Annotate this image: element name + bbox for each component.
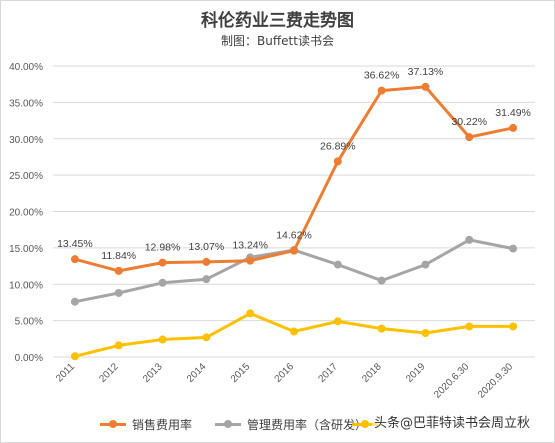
data-point[interactable]: [509, 123, 518, 132]
data-point[interactable]: [290, 327, 298, 336]
data-point[interactable]: [333, 157, 342, 166]
legend-item-finance[interactable]: [352, 414, 384, 434]
data-point[interactable]: [333, 317, 342, 326]
data-label: 31.49%: [495, 107, 531, 119]
x-axis: 2011 2012 2013 2014 2015 2016 2017 2018 2019 2020…: [54, 361, 515, 401]
legend: 销售费用率 管理费用率（含研发）: [0, 414, 555, 434]
series-line: [74, 85, 514, 273]
x-tick-label: 2011: [54, 361, 77, 384]
legend-label-admin: 管理费用率（含研发）: [247, 417, 368, 432]
data-point[interactable]: [246, 309, 255, 318]
x-tick-label: 2014: [185, 361, 209, 385]
data-label: 30.22%: [451, 116, 487, 128]
y-tick-label: 40.00%: [9, 62, 43, 73]
x-tick-label: 2020.6.30: [432, 361, 472, 401]
data-point[interactable]: [246, 256, 255, 265]
data-label: 14.62%: [276, 230, 312, 242]
data-point[interactable]: [70, 352, 79, 361]
data-point[interactable]: [465, 235, 474, 244]
data-point[interactable]: [158, 335, 167, 344]
data-point[interactable]: [465, 322, 474, 331]
data-labels: 13.45% 11.84% 12.98% 13.07% 13.24% 14.62% 26.8…: [57, 66, 531, 262]
data-label: 13.45%: [57, 238, 93, 250]
y-tick-label: 15.00%: [9, 244, 43, 255]
gridlines: [53, 65, 535, 358]
data-point[interactable]: [202, 275, 211, 284]
legend-item-admin[interactable]: 管理费用率（含研发）: [215, 414, 367, 434]
x-tick-label: 2012: [97, 361, 121, 385]
y-tick-label: 10.00%: [9, 280, 43, 291]
y-axis: 0.00% 5.00% 10.00% 15.00% 20.00% 25.00% 30.00%…: [9, 62, 43, 364]
data-label: 26.89%: [320, 140, 356, 152]
data-point[interactable]: [377, 324, 386, 333]
data-point[interactable]: [290, 246, 298, 255]
data-point[interactable]: [421, 82, 430, 91]
data-point[interactable]: [377, 276, 386, 285]
data-label: 11.84%: [101, 250, 136, 262]
legend-label-sales: 销售费用率: [132, 417, 193, 432]
chart-subtitle: 制图：Buffett读书会: [221, 34, 334, 48]
data-label: 13.07%: [189, 241, 225, 253]
x-tick-label: 2015: [229, 361, 253, 385]
y-tick-label: 25.00%: [9, 171, 43, 182]
data-label: 13.24%: [232, 240, 268, 252]
legend-swatch-sales: [100, 418, 126, 430]
x-tick-label: 2019: [404, 361, 428, 385]
x-tick-label: 2013: [141, 361, 165, 385]
data-point[interactable]: [421, 328, 430, 337]
data-point[interactable]: [333, 260, 342, 269]
legend-swatch-admin: [215, 418, 241, 430]
data-point[interactable]: [158, 258, 167, 267]
y-tick-label: 35.00%: [9, 98, 43, 109]
data-point[interactable]: [377, 86, 386, 95]
data-label: 37.13%: [408, 66, 444, 78]
y-tick-label: 0.00%: [15, 353, 43, 364]
x-tick-label: 2020.9.30: [476, 361, 516, 401]
x-tick-label: 2018: [360, 361, 384, 385]
data-point[interactable]: [509, 244, 518, 253]
y-tick-label: 5.00%: [15, 317, 43, 328]
data-point[interactable]: [158, 278, 167, 287]
x-tick-label: 2017: [316, 361, 340, 385]
data-point[interactable]: [202, 333, 211, 342]
data-point[interactable]: [70, 255, 79, 264]
data-point[interactable]: [114, 341, 123, 350]
series-layer: [70, 82, 518, 361]
data-label: 12.98%: [145, 242, 181, 254]
data-label: 36.62%: [364, 70, 400, 82]
y-tick-label: 20.00%: [9, 208, 43, 219]
data-point[interactable]: [509, 322, 518, 331]
data-point[interactable]: [114, 288, 123, 297]
chart-title: 科伦药业三费走势图: [201, 11, 354, 31]
data-point[interactable]: [421, 260, 430, 269]
data-point[interactable]: [202, 257, 211, 266]
legend-item-sales[interactable]: 销售费用率: [100, 414, 192, 434]
y-tick-label: 30.00%: [9, 135, 43, 146]
x-tick-label: 2016: [273, 361, 297, 385]
data-point[interactable]: [70, 297, 79, 306]
data-point[interactable]: [465, 133, 474, 142]
data-point[interactable]: [114, 266, 123, 275]
watermark-text: 头条@巴菲特读书会周立秋: [372, 414, 533, 434]
legend-swatch-finance: [352, 418, 378, 430]
